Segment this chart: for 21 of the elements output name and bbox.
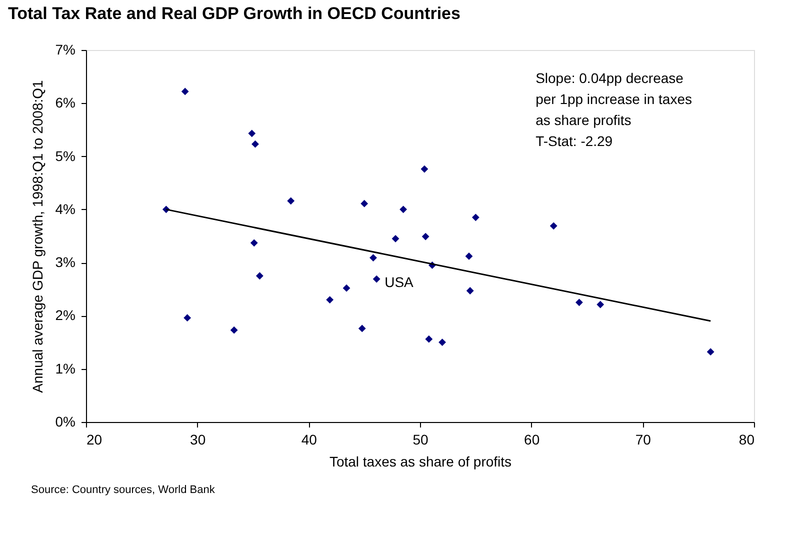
y-tick-label: 7% xyxy=(55,42,76,58)
y-tick-label: 5% xyxy=(55,148,76,164)
x-tick-label: 80 xyxy=(738,432,755,448)
y-tick-label: 3% xyxy=(55,254,76,270)
chart-title: Total Tax Rate and Real GDP Growth in OECD Countries xyxy=(8,4,460,23)
y-tick-label: 4% xyxy=(55,200,76,217)
y-tick-label: 0% xyxy=(55,414,76,430)
x-tick-label: 40 xyxy=(301,432,318,448)
y-tick-label: 6% xyxy=(55,94,76,111)
x-tick-label: 60 xyxy=(524,432,540,448)
x-axis-title: Total taxes as share of profits xyxy=(329,454,512,470)
y-tick-label: 2% xyxy=(55,307,76,324)
y-axis-title: Annual average GDP growth, 1998:Q1 to 2008:Q1 xyxy=(29,80,46,393)
x-tick-label: 20 xyxy=(86,432,102,448)
x-tick-label: 70 xyxy=(635,432,652,448)
y-tick-label: 1% xyxy=(55,360,76,376)
x-tick-label: 30 xyxy=(190,432,206,448)
annotation: Slope: 0.04pp decrease per 1pp increase in taxes as share profits T-Stat: -2.29 xyxy=(536,70,692,149)
annotation: USA xyxy=(384,274,414,290)
source-note: Source: Country sources, World Bank xyxy=(31,484,216,496)
x-tick-label: 50 xyxy=(412,432,428,448)
